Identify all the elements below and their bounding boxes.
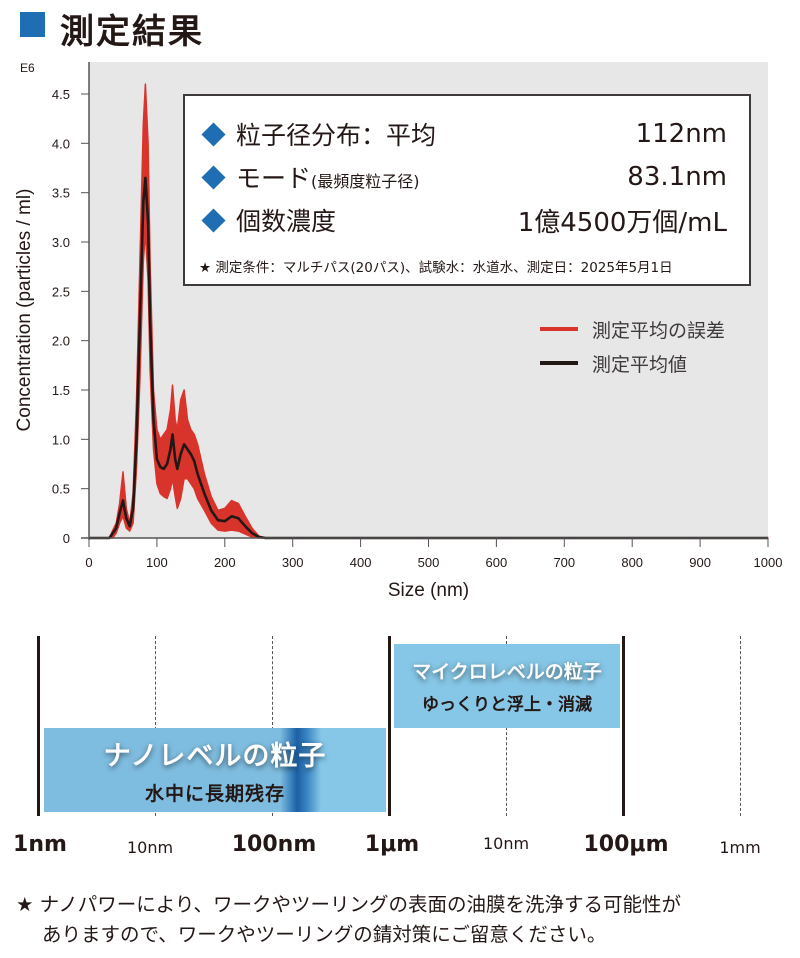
scale-line-100um — [622, 636, 625, 816]
y-tick-label: 3.5 — [52, 186, 70, 201]
nano-band-title: ナノレベルの粒子 — [103, 741, 327, 772]
y-tick-label: 4.5 — [52, 87, 70, 102]
info-value: 83.1nm — [627, 162, 727, 192]
scale-label-1nm: 1nm — [13, 832, 67, 857]
y-tick-label: 2.0 — [52, 334, 70, 349]
legend-label: 測定平均の誤差 — [592, 319, 726, 342]
y-tick-label: 0.5 — [52, 482, 70, 497]
y-tick-label: 2.5 — [52, 284, 70, 299]
x-tick-label: 600 — [486, 555, 508, 570]
info-label-main: モード — [236, 164, 312, 193]
y-tick-label: 1.5 — [52, 383, 70, 398]
y-tick-label: 0 — [63, 531, 70, 546]
title-square-icon — [20, 12, 45, 37]
legend-item-mean: 測定平均値 — [540, 346, 725, 380]
black-line-icon — [540, 361, 578, 365]
scale-line-1mm — [740, 636, 741, 816]
y-axis-label: Concentration (particles / ml) — [14, 189, 35, 432]
measurement-summary-box: 粒子径分布：平均 112nm モード(最頻度粒子径) 83.1nm 個数濃度 1… — [183, 94, 751, 286]
x-tick-label: 100 — [146, 555, 168, 570]
scale-label-100um: 100μm — [583, 832, 669, 857]
scale-line-10nm — [155, 636, 156, 816]
x-tick-label: 500 — [418, 555, 440, 570]
chart-legend: 測定平均の誤差 測定平均値 — [540, 312, 725, 380]
scale-label-100nm: 100nm — [231, 832, 317, 857]
red-line-icon — [540, 327, 578, 331]
y-tick-label: 3.0 — [52, 235, 70, 250]
x-tick-label: 0 — [85, 555, 92, 570]
info-label: モード(最頻度粒子径) — [236, 159, 420, 195]
y-multiplier-label: E6 — [20, 61, 35, 75]
legend-label: 測定平均値 — [592, 353, 688, 376]
x-tick-label: 200 — [214, 555, 236, 570]
page-title: 測定結果 — [60, 12, 204, 52]
mean-line — [89, 176, 768, 540]
footnote-line-1: ★ ナノパワーにより、ワークやツーリングの表面の油膜を洗浄する可能性が — [16, 893, 682, 916]
info-label: 個数濃度 — [236, 207, 337, 236]
diamond-icon — [201, 164, 226, 190]
footnote-line-2: ありますので、ワークやツーリングの錆対策にご留意ください。 — [42, 923, 607, 946]
info-value: 112nm — [635, 119, 727, 149]
x-tick-label: 300 — [282, 555, 304, 570]
measurement-conditions-note: ★ 測定条件：マルチパス(20パス)、試験水：水道水、測定日：2025年5月1日 — [199, 260, 673, 276]
legend-item-error: 測定平均の誤差 — [540, 312, 725, 346]
micro-band-title: マイクロレベルの粒子 — [412, 661, 602, 683]
x-tick-label: 800 — [621, 555, 643, 570]
info-value: 1億4500万個/mL — [517, 207, 727, 238]
diamond-icon — [201, 121, 226, 147]
info-row-mean-size: 粒子径分布：平均 112nm — [199, 116, 727, 152]
scale-line-1nm — [37, 636, 40, 816]
info-label-sub: (最頻度粒子径) — [311, 172, 420, 191]
diamond-icon — [201, 207, 226, 233]
y-tick-label: 4.0 — [52, 136, 70, 151]
info-row-mode: モード(最頻度粒子径) 83.1nm — [199, 159, 727, 195]
x-tick-label: 1000 — [754, 555, 783, 570]
x-tick-label: 400 — [350, 555, 372, 570]
info-label: 粒子径分布：平均 — [236, 121, 437, 150]
scale-line-1um — [388, 636, 391, 816]
micro-band-subtitle: ゆっくりと浮上・消滅 — [422, 695, 592, 715]
nano-band-subtitle: 水中に長期残存 — [144, 783, 285, 805]
micro-particle-band: マイクロレベルの粒子 ゆっくりと浮上・消滅 — [394, 644, 620, 728]
x-axis-label: Size (nm) — [388, 580, 469, 601]
footnote: ★ ナノパワーにより、ワークやツーリングの表面の油膜を洗浄する可能性が あります… — [16, 890, 681, 950]
scale-label-1mm: 1mm — [719, 838, 761, 857]
scale-label-10um: 10nm — [482, 834, 530, 853]
nano-particle-band: ナノレベルの粒子 水中に長期残存 — [44, 728, 386, 812]
info-row-concentration: 個数濃度 1億4500万個/mL — [199, 202, 727, 238]
x-tick-label: 900 — [689, 555, 711, 570]
y-tick-label: 1.0 — [52, 432, 70, 447]
x-tick-label: 700 — [553, 555, 575, 570]
scale-line-100nm — [272, 636, 273, 816]
scale-label-1um: 1μm — [364, 832, 420, 857]
scale-label-10nm: 10nm — [126, 838, 174, 857]
